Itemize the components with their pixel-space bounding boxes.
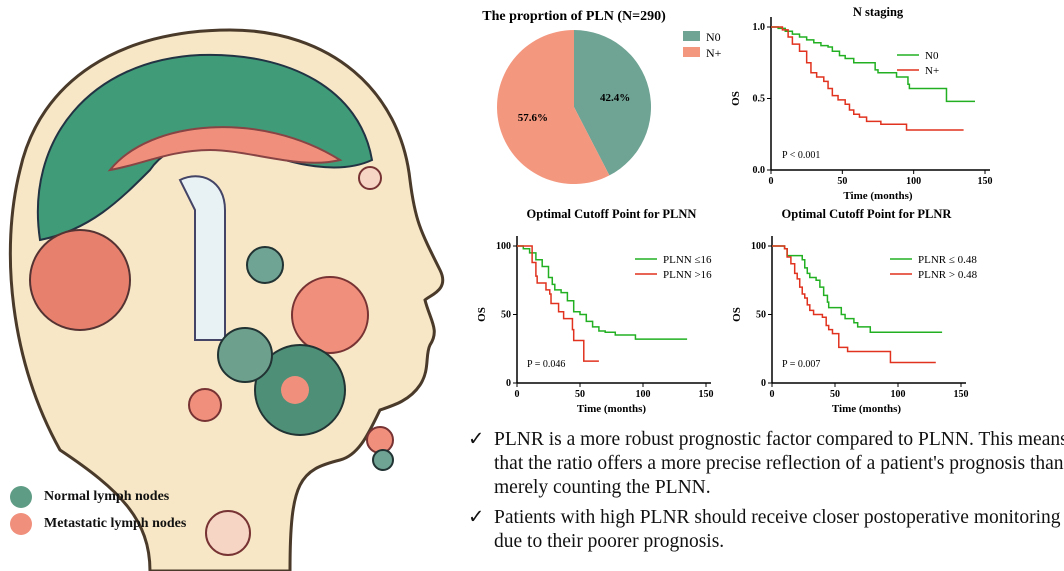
brainstem bbox=[178, 175, 226, 341]
pie-legend-swatch bbox=[683, 47, 700, 57]
p-value-annotation: P = 0.046 bbox=[527, 359, 565, 370]
km-curve-PLNN ≤16 bbox=[517, 245, 688, 340]
normal-node bbox=[246, 246, 284, 284]
pie-legend-label: N0 bbox=[706, 30, 721, 44]
normal-node bbox=[372, 449, 394, 471]
corpus-callosum bbox=[107, 126, 343, 172]
metastatic-node bbox=[291, 276, 369, 354]
pie-slice-N0 bbox=[574, 30, 651, 176]
x-axis-label: Time (months) bbox=[843, 190, 912, 202]
x-tick-label: 0 bbox=[770, 389, 775, 400]
x-tick-label: 0 bbox=[515, 389, 520, 400]
x-tick-label: 100 bbox=[891, 389, 906, 400]
p-value-annotation: P = 0.007 bbox=[782, 359, 820, 370]
charts-panel: The proprtion of PLN (N=290) 42.4% N0 57.6%… bbox=[476, 5, 993, 415]
legend-label: PLNR > 0.48 bbox=[918, 269, 978, 281]
x-tick-label: 150 bbox=[699, 389, 714, 400]
normal-node-swatch bbox=[10, 486, 32, 508]
km-curve-N0 bbox=[771, 26, 976, 103]
x-tick-label: 50 bbox=[837, 176, 847, 187]
x-tick-label: 150 bbox=[978, 176, 993, 187]
pie-slice-label: 42.4% bbox=[600, 92, 630, 104]
legend-metastatic: Metastatic lymph nodes bbox=[10, 513, 186, 535]
km-curve-PLNN >16 bbox=[517, 245, 599, 362]
legend-label: PLNN ≤16 bbox=[663, 254, 712, 266]
x-axis-label: Time (months) bbox=[832, 403, 901, 415]
y-axis-label: OS bbox=[731, 307, 743, 322]
conclusion-item: ✓ Patients with high PLNR should receive… bbox=[468, 506, 1064, 554]
metastatic-node bbox=[205, 510, 251, 556]
y-tick-label: 0 bbox=[506, 378, 511, 389]
legend-label: PLNR ≤ 0.48 bbox=[918, 254, 977, 266]
x-tick-label: 150 bbox=[954, 389, 969, 400]
y-axis-label: OS bbox=[730, 91, 742, 106]
x-axis-label: Time (months) bbox=[577, 403, 646, 415]
y-axis-label: OS bbox=[476, 307, 488, 322]
conclusion-item: ✓ PLNR is a more robust prognostic facto… bbox=[468, 428, 1064, 500]
node bbox=[358, 166, 382, 190]
legend-label: Normal lymph nodes bbox=[44, 489, 170, 504]
chart-title: Optimal Cutoff Point for PLNN bbox=[527, 207, 697, 221]
conclusion-text: PLNR is a more robust prognostic factor … bbox=[494, 429, 1064, 498]
legend-label: PLNN >16 bbox=[663, 269, 712, 281]
km-curve-PLNR ≤ 0.48 bbox=[772, 245, 943, 334]
pie-slice-label: 57.6% bbox=[518, 112, 548, 124]
illustration-legend: Normal lymph nodes Metastatic lymph node… bbox=[10, 486, 186, 535]
y-tick-label: 0.0 bbox=[753, 165, 766, 176]
p-value-annotation: P < 0.001 bbox=[782, 150, 820, 161]
y-tick-label: 100 bbox=[751, 241, 766, 252]
head-lymph-node-illustration bbox=[8, 28, 445, 571]
normal-node bbox=[217, 327, 273, 383]
x-tick-label: 50 bbox=[830, 389, 840, 400]
check-icon: ✓ bbox=[468, 429, 485, 450]
pie-slice-N+ bbox=[497, 30, 610, 184]
metastatic-node bbox=[188, 388, 222, 422]
chart-title: Optimal Cutoff Point for PLNR bbox=[782, 207, 953, 221]
conclusion-text: Patients with high PLNR should receive c… bbox=[494, 507, 1061, 552]
check-icon: ✓ bbox=[468, 507, 485, 528]
pie-legend-label: N+ bbox=[706, 46, 722, 60]
y-tick-label: 50 bbox=[756, 310, 766, 321]
metastatic-node-swatch bbox=[10, 513, 32, 535]
y-tick-label: 50 bbox=[501, 310, 511, 321]
x-tick-label: 0 bbox=[769, 176, 774, 187]
y-tick-label: 0 bbox=[761, 378, 766, 389]
legend-label: N0 bbox=[925, 50, 939, 62]
legend-normal: Normal lymph nodes bbox=[10, 486, 186, 508]
km-curve-PLNR > 0.48 bbox=[772, 245, 936, 364]
brain-cortex bbox=[36, 53, 374, 242]
x-tick-label: 100 bbox=[636, 389, 651, 400]
cerebellum bbox=[29, 229, 131, 331]
pie-title: The proprtion of PLN (N=290) bbox=[482, 9, 666, 24]
pie-legend-swatch bbox=[683, 31, 700, 41]
conclusions: ✓ PLNR is a more robust prognostic facto… bbox=[468, 428, 1064, 560]
metastatic-node bbox=[281, 376, 309, 404]
metastatic-node bbox=[366, 426, 394, 454]
y-tick-label: 0.5 bbox=[753, 94, 766, 105]
x-tick-label: 100 bbox=[906, 176, 921, 187]
x-tick-label: 50 bbox=[575, 389, 585, 400]
y-tick-label: 1.0 bbox=[753, 22, 766, 33]
km-curve-N+ bbox=[771, 26, 964, 131]
chart-title: N staging bbox=[853, 5, 904, 19]
y-tick-label: 100 bbox=[496, 241, 511, 252]
legend-label: N+ bbox=[925, 65, 939, 77]
legend-label: Metastatic lymph nodes bbox=[44, 516, 187, 531]
